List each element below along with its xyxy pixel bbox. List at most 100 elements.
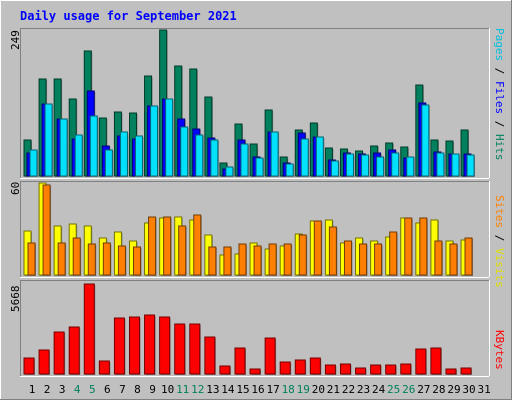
x-tick-label: 19 — [297, 383, 310, 396]
bar-sites-day-5 — [87, 243, 97, 276]
bar-pages-day-14 — [225, 166, 234, 177]
bar-kbytes-day-7 — [113, 317, 126, 375]
x-tick-label: 18 — [282, 383, 295, 396]
x-tick-label: 15 — [236, 383, 249, 396]
visits-panel-side-legend: Sites / Visits — [493, 195, 506, 288]
bar-kbytes-day-30 — [460, 367, 473, 375]
bar-sites-day-12 — [193, 214, 202, 276]
bar-pages-day-23 — [361, 154, 370, 177]
bar-pages-day-9 — [150, 105, 159, 177]
bar-pages-day-4 — [74, 134, 84, 177]
bar-sites-day-7 — [117, 245, 127, 276]
bar-sites-day-30 — [464, 237, 474, 276]
bar-sites-day-13 — [208, 246, 217, 276]
bar-kbytes-day-26 — [400, 363, 412, 375]
side-legend-part: Files — [493, 81, 506, 114]
bar-kbytes-day-3 — [53, 331, 66, 375]
side-legend-part: / — [493, 114, 506, 134]
bar-pages-day-28 — [436, 152, 445, 177]
bar-sites-day-23 — [359, 243, 368, 276]
bar-pages-day-10 — [165, 98, 174, 177]
bar-kbytes-day-29 — [445, 368, 457, 375]
side-legend-part: Sites — [493, 195, 506, 228]
bar-sites-day-27 — [419, 217, 428, 276]
bar-sites-day-10 — [163, 216, 172, 276]
x-tick-label: 10 — [161, 383, 174, 396]
x-tick-label: 6 — [104, 383, 111, 396]
bar-kbytes-day-18 — [279, 361, 292, 375]
bar-pages-day-13 — [210, 139, 219, 177]
x-tick-label: 8 — [134, 383, 141, 396]
bar-pages-day-17 — [270, 131, 280, 177]
x-tick-label: 27 — [417, 383, 430, 396]
bar-pages-day-3 — [59, 118, 69, 177]
bar-kbytes-day-10 — [159, 316, 171, 375]
chart-bars — [23, 29, 476, 375]
bar-kbytes-day-27 — [415, 348, 427, 375]
bar-pages-day-11 — [180, 126, 189, 177]
panel-kbytes-area — [20, 280, 490, 377]
chart-title: Daily usage for September 2021 — [20, 9, 237, 23]
side-legend-part: Hits — [493, 134, 506, 161]
bar-kbytes-day-28 — [430, 347, 442, 375]
bar-pages-day-16 — [255, 157, 265, 177]
side-legend-part: KBytes — [493, 330, 506, 370]
bar-pages-day-24 — [376, 156, 385, 177]
bar-pages-day-7 — [119, 131, 129, 177]
x-tick-label: 13 — [206, 383, 219, 396]
x-tick-label: 5 — [89, 383, 96, 396]
x-tick-label: 20 — [312, 383, 325, 396]
bar-sites-day-16 — [253, 245, 263, 276]
bar-sites-day-17 — [268, 243, 278, 276]
bar-kbytes-day-20 — [309, 357, 322, 375]
x-tick-label: 14 — [221, 383, 235, 396]
bar-kbytes-day-2 — [38, 349, 51, 375]
x-tick-label: 22 — [342, 383, 355, 396]
bar-sites-day-24 — [374, 243, 383, 276]
x-tick-label: 7 — [119, 383, 126, 396]
bar-kbytes-day-23 — [355, 367, 367, 375]
bar-sites-day-8 — [132, 246, 142, 276]
x-tick-label: 12 — [191, 383, 204, 396]
bar-kbytes-day-1 — [23, 357, 35, 375]
bar-kbytes-day-12 — [189, 323, 201, 375]
x-tick-label: 24 — [372, 383, 386, 396]
x-tick-label: 25 — [387, 383, 400, 396]
x-tick-label: 4 — [74, 383, 81, 396]
bar-pages-day-2 — [44, 103, 54, 177]
bar-sites-day-11 — [178, 225, 187, 276]
bar-kbytes-day-17 — [264, 337, 277, 375]
bar-pages-day-20 — [315, 136, 325, 177]
bar-pages-day-25 — [391, 152, 400, 177]
bar-sites-day-2 — [42, 184, 52, 276]
bar-kbytes-day-15 — [234, 347, 246, 375]
bar-pages-day-1 — [29, 149, 38, 177]
hits-panel-max-label: 249 — [9, 30, 22, 50]
bar-kbytes-day-13 — [204, 336, 216, 375]
kbytes-panel-max-label: 5668 — [9, 286, 22, 313]
x-tick-label: 26 — [402, 383, 415, 396]
bar-sites-day-28 — [434, 240, 443, 276]
bar-sites-day-6 — [102, 242, 112, 276]
bar-pages-day-26 — [406, 156, 415, 177]
bar-kbytes-day-4 — [68, 326, 81, 375]
x-axis-day-labels: 1 2 3 4 5 6 7 8 9 10 11 12 13 14 15 16 17 18 19 20 21 22 23 24 2… — [29, 383, 491, 396]
bar-kbytes-day-24 — [370, 364, 382, 375]
bar-kbytes-day-19 — [294, 359, 307, 375]
side-legend-part: Pages — [493, 28, 506, 61]
hits-panel-side-legend: Pages / Files / Hits — [493, 28, 506, 161]
bar-sites-day-18 — [283, 243, 293, 276]
bar-pages-day-30 — [466, 154, 476, 177]
bar-sites-day-21 — [328, 226, 338, 276]
bar-sites-day-26 — [404, 217, 413, 276]
x-tick-label: 21 — [327, 383, 340, 396]
bar-kbytes-day-5 — [83, 283, 96, 375]
x-tick-label: 16 — [251, 383, 264, 396]
bar-sites-day-22 — [343, 240, 353, 276]
x-tick-label: 11 — [176, 383, 189, 396]
bar-sites-day-9 — [148, 216, 157, 276]
x-tick-label: 1 — [29, 383, 36, 396]
bar-sites-day-15 — [238, 243, 247, 276]
x-tick-label: 29 — [447, 383, 460, 396]
